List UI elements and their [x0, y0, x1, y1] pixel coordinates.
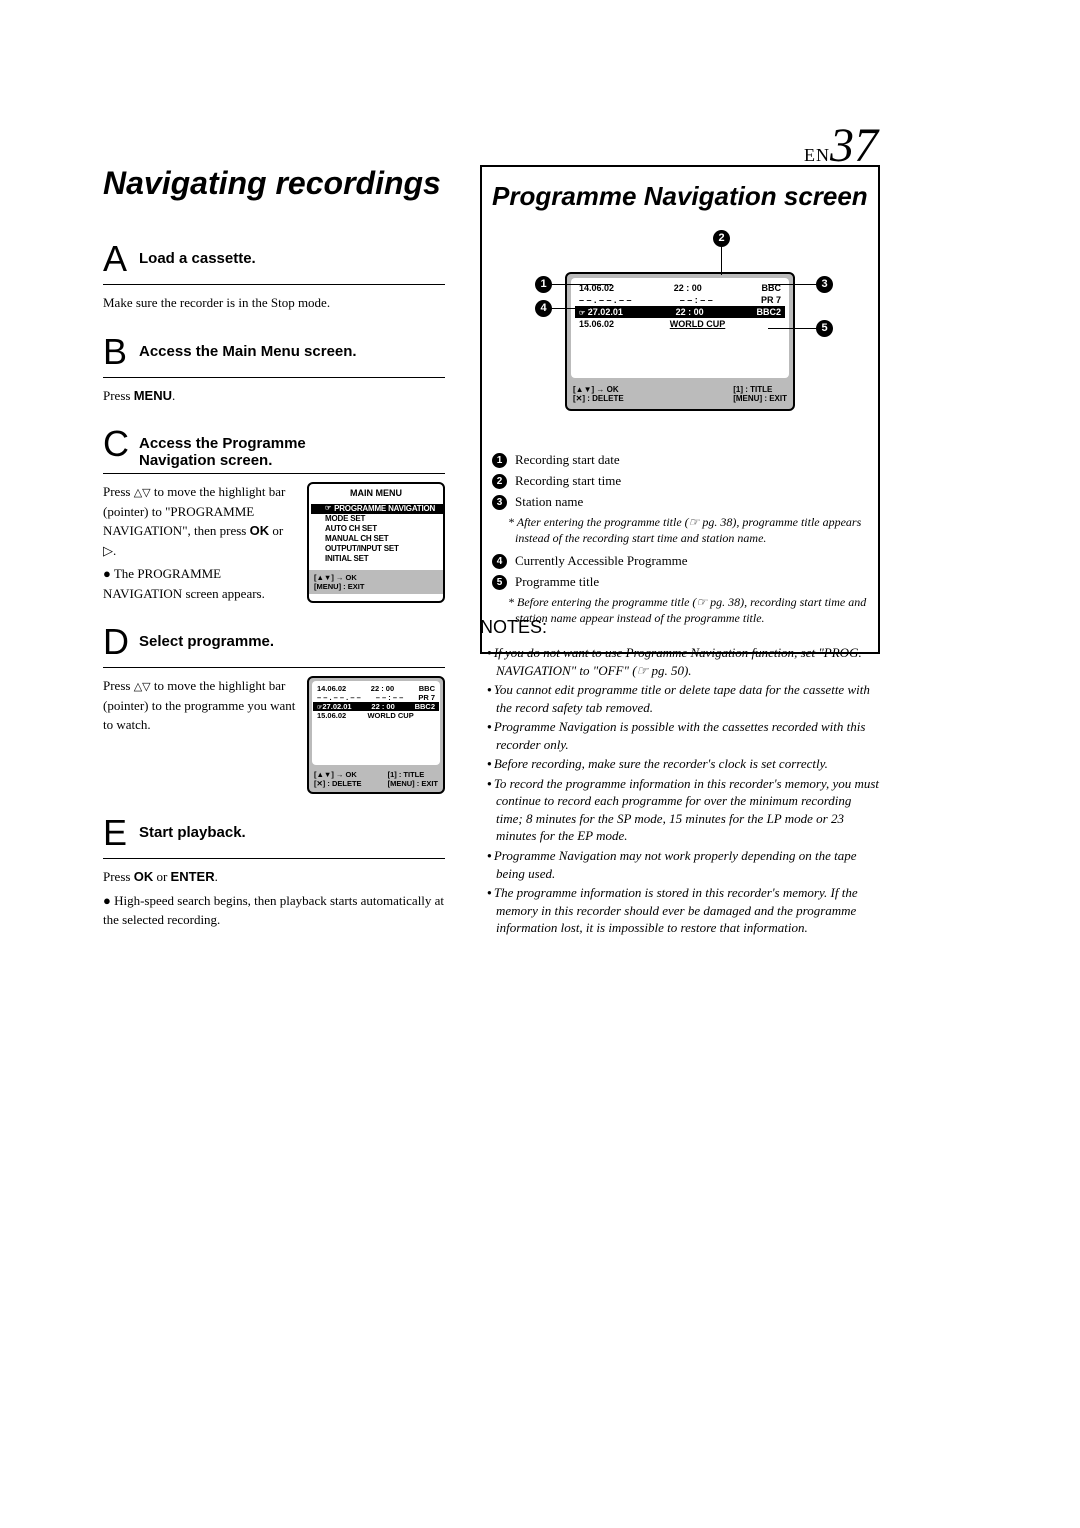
- callout-2: 2: [713, 230, 730, 247]
- step-a-head: Load a cassette.: [139, 238, 256, 267]
- navigation-screen: 14.06.0222 : 00BBC – – . – – . – –– – : …: [565, 272, 795, 411]
- legend-note: * After entering the programme title (☞ …: [515, 514, 868, 546]
- legend-text: Recording start time: [515, 472, 621, 491]
- callout-1: 1: [535, 276, 552, 293]
- step-c-bullet: ● The PROGRAMME NAVIGATION screen appear…: [103, 564, 299, 603]
- legend-num: 5: [492, 575, 507, 590]
- screen-row: 15.06.02WORLD CUP: [575, 318, 785, 330]
- callout-3: 3: [816, 276, 833, 293]
- screen-row-highlight: ☞ 27.02.0122 : 00BBC2: [575, 306, 785, 318]
- right-title: Programme Navigation screen: [492, 181, 868, 212]
- notes-item: To record the programme information in t…: [480, 775, 880, 845]
- notes-item: If you do not want to use Programme Navi…: [480, 644, 880, 679]
- callout-4: 4: [535, 300, 552, 317]
- legend-num: 3: [492, 495, 507, 510]
- legend-num: 1: [492, 453, 507, 468]
- screen-row: – – . – – . – –– – : – –PR 7: [575, 294, 785, 306]
- navigation-osd: 14.06.0222 : 00BBC – – . – – . – –– – : …: [307, 676, 445, 794]
- legend-num: 2: [492, 474, 507, 489]
- left-column: Navigating recordings A Load a cassette.…: [103, 165, 445, 948]
- osd-item: INITIAL SET: [325, 554, 437, 564]
- callout-5: 5: [816, 320, 833, 337]
- screen-with-callouts: 2 1 3 4 5 14.06.0222 : 00BBC – – . – – .…: [565, 272, 795, 411]
- step-letter: C: [103, 423, 139, 465]
- osd-item: AUTO CH SET: [325, 524, 437, 534]
- legend-text: Station name: [515, 493, 583, 512]
- left-title: Navigating recordings: [103, 165, 445, 202]
- step-a-body: Make sure the recorder is in the Stop mo…: [103, 293, 445, 313]
- step-d: D Select programme. Press △▽ to move the…: [103, 621, 445, 794]
- step-b: B Access the Main Menu screen. Press MEN…: [103, 331, 445, 406]
- osd-row: 14.06.0222 : 00BBC: [315, 684, 437, 693]
- osd-footer: [▲▼] → OK[✕] : DELETE [1] : TITLE[MENU] …: [309, 768, 443, 792]
- notes-title: NOTES:: [480, 617, 880, 638]
- step-b-body: Press MENU.: [103, 386, 445, 406]
- step-letter: A: [103, 238, 139, 280]
- osd-row-highlight: ☞27.02.0122 : 00BBC2: [313, 702, 439, 711]
- notes-item: You cannot edit programme title or delet…: [480, 681, 880, 716]
- notes-item: Before recording, make sure the recorder…: [480, 755, 880, 773]
- screen-footer: [▲▼] → OK[✕] : DELETE [1] : TITLE[MENU] …: [567, 382, 793, 409]
- step-c-body: Press △▽ to move the highlight bar (poin…: [103, 482, 299, 560]
- step-a: A Load a cassette. Make sure the recorde…: [103, 238, 445, 313]
- step-e-body: Press OK or ENTER.: [103, 867, 445, 887]
- main-menu-osd: MAIN MENU ☞PROGRAMME NAVIGATION MODE SET…: [307, 482, 445, 603]
- notes-section: NOTES: If you do not want to use Program…: [480, 605, 880, 939]
- step-e: E Start playback. Press OK or ENTER. ● H…: [103, 812, 445, 930]
- osd-item: MANUAL CH SET: [325, 534, 437, 544]
- step-d-head: Select programme.: [139, 621, 274, 650]
- osd-item: OUTPUT/INPUT SET: [325, 544, 437, 554]
- right-column: Programme Navigation screen 2 1 3 4 5 14…: [480, 165, 880, 654]
- notes-item: Programme Navigation is possible with th…: [480, 718, 880, 753]
- page-lang: EN: [804, 145, 830, 165]
- step-letter: B: [103, 331, 139, 373]
- osd-highlight: ☞PROGRAMME NAVIGATION: [311, 504, 443, 514]
- notes-item: The programme information is stored in t…: [480, 884, 880, 937]
- osd-row: – – . – – . – –– – : – –PR 7: [315, 693, 437, 702]
- step-letter: D: [103, 621, 139, 663]
- step-c: C Access the ProgrammeNavigation screen.…: [103, 423, 445, 603]
- step-e-head: Start playback.: [139, 812, 246, 841]
- osd-title: MAIN MENU: [309, 484, 443, 502]
- osd-footer: [▲▼] → OK [MENU] : EXIT: [309, 570, 443, 594]
- step-c-head: Access the ProgrammeNavigation screen.: [139, 423, 306, 469]
- step-e-bullet: ● High-speed search begins, then playbac…: [103, 891, 445, 930]
- legend-text: Currently Accessible Programme: [515, 552, 688, 571]
- osd-item: MODE SET: [325, 514, 437, 524]
- step-d-body: Press △▽ to move the highlight bar (poin…: [103, 676, 299, 735]
- notes-list: If you do not want to use Programme Navi…: [480, 644, 880, 937]
- osd-row: 15.06.02WORLD CUP: [315, 711, 437, 720]
- legend: 1 Recording start date 2 Recording start t…: [492, 451, 868, 626]
- legend-text: Programme title: [515, 573, 599, 592]
- step-b-head: Access the Main Menu screen.: [139, 331, 357, 360]
- notes-item: Programme Navigation may not work proper…: [480, 847, 880, 882]
- legend-text: Recording start date: [515, 451, 620, 470]
- step-letter: E: [103, 812, 139, 854]
- legend-num: 4: [492, 554, 507, 569]
